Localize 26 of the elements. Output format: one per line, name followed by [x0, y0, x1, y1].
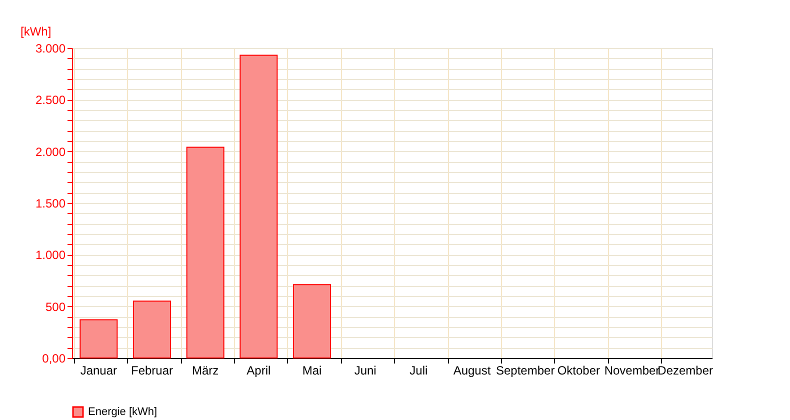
- legend-label: Energie [kWh]: [88, 406, 158, 418]
- x-tick-label: Februar: [130, 364, 174, 378]
- bar: [133, 300, 171, 358]
- x-tick-label: Oktober: [557, 364, 600, 378]
- x-tick-label: März: [192, 364, 219, 378]
- y-tick-label: 2.500: [35, 93, 66, 108]
- x-tick-label: Januar: [80, 364, 118, 378]
- x-tick-label: Juni: [354, 364, 376, 378]
- x-tick-label: Juli: [410, 364, 428, 378]
- bar: [240, 54, 278, 358]
- y-tick-label: 500: [45, 300, 66, 314]
- x-tick-label: November: [604, 364, 660, 378]
- x-tick-label: September: [496, 364, 555, 378]
- x-tick-label: April: [246, 364, 271, 378]
- bar: [293, 284, 331, 358]
- y-tick-label: 1.500: [35, 196, 66, 210]
- y-tick-label: 2.000: [35, 144, 66, 159]
- x-tick-label: August: [453, 364, 492, 378]
- x-tick-label: Dezember: [658, 364, 714, 378]
- y-tick-label: 3.000: [35, 42, 66, 56]
- bar: [80, 319, 118, 358]
- x-tick-label: Mai: [302, 364, 322, 378]
- bar: [186, 146, 224, 358]
- y-tick-label: 0,00: [42, 352, 66, 366]
- y-tick-label: 1.000: [35, 248, 66, 262]
- y-axis-title: [kWh]: [20, 24, 52, 38]
